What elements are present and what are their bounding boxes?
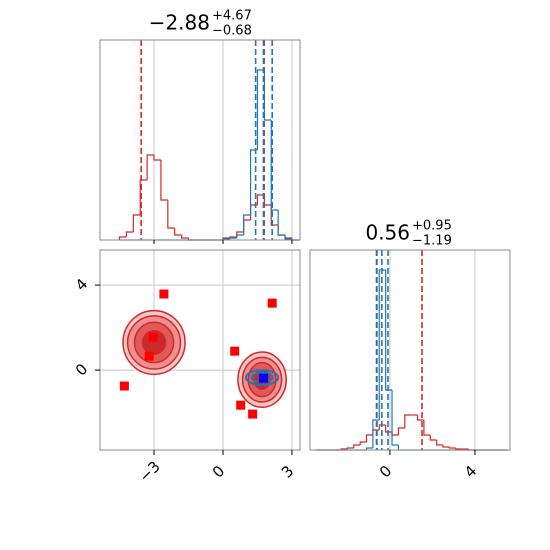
histogram-bin [139, 179, 148, 215]
sample-point [236, 400, 246, 410]
histogram-bin [385, 425, 393, 433]
sample-point [119, 381, 129, 391]
title-upper: +0.95 [412, 219, 452, 234]
contour [141, 330, 167, 355]
histogram-bin [436, 440, 444, 446]
contour [244, 369, 280, 386]
histogram-bin [160, 160, 168, 201]
histogram-bin [397, 427, 405, 435]
histogram-bin [359, 441, 367, 445]
histogram-bin [153, 155, 161, 161]
histogram-bin [132, 214, 141, 232]
histogram-bin [429, 435, 437, 441]
title-upper: +4.67 [212, 9, 252, 24]
sample-point [267, 298, 277, 308]
histogram-bin [365, 447, 373, 450]
title-lower: −1.19 [412, 234, 452, 249]
histogram-bin [263, 70, 272, 121]
histogram-bin [365, 434, 373, 442]
histogram-bin [236, 234, 244, 238]
sample-point [159, 289, 169, 299]
histogram-bin [125, 231, 134, 237]
panel-frame [309, 249, 511, 451]
histogram-bin [118, 236, 127, 240]
truth-point [258, 373, 268, 383]
histogram-bin [391, 390, 399, 446]
histogram-bin [146, 154, 155, 180]
sample-point [148, 332, 158, 342]
title-lower: −0.68 [212, 24, 252, 39]
histogram-bin [229, 237, 237, 239]
histogram-bin [284, 235, 292, 240]
histogram-bin [353, 444, 361, 448]
histogram-bin [372, 419, 380, 448]
histogram-bin [277, 210, 286, 236]
histogram-bin [256, 194, 265, 205]
sample-point [230, 346, 240, 356]
sample-point [248, 409, 258, 419]
histogram-bin [270, 205, 279, 226]
panel-frame [99, 249, 301, 451]
histogram-bin [346, 447, 354, 449]
histogram-bin [378, 269, 386, 420]
histogram-bin [378, 424, 386, 430]
marks [118, 40, 507, 451]
histogram-bin [256, 69, 265, 150]
histogram-bin [181, 235, 189, 239]
histogram-bin [442, 445, 450, 448]
panel-frame [99, 39, 301, 241]
histogram-bin [455, 448, 463, 450]
histogram-bin [167, 200, 175, 229]
histogram-bin [423, 420, 431, 436]
histogram-bin [416, 415, 424, 421]
histogram-bin [385, 270, 393, 391]
title-value: 0.56 [365, 221, 410, 245]
histogram-bin [404, 414, 412, 428]
histogram-bin [448, 447, 456, 449]
histogram-bin [174, 228, 182, 236]
sample-point [144, 351, 154, 361]
histogram-bin [243, 214, 251, 235]
histogram-bin [270, 120, 279, 211]
title-value: −2.88 [149, 11, 210, 35]
